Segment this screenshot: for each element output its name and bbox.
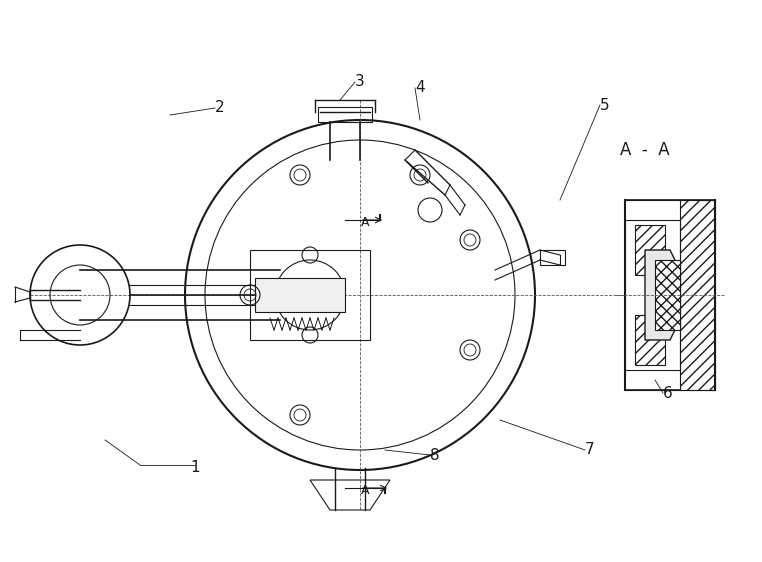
Text: 3: 3 [355, 75, 365, 89]
Text: 2: 2 [215, 101, 225, 116]
Bar [250, 250, 370, 340]
Text: A: A [360, 215, 370, 229]
Bar [635, 225, 665, 275]
Bar [255, 278, 345, 312]
Polygon shape [625, 200, 715, 390]
Bar [625, 220, 680, 370]
Bar [635, 315, 665, 365]
Text: 7: 7 [585, 442, 595, 457]
Text: 4: 4 [415, 80, 424, 96]
Text: 8: 8 [431, 447, 440, 463]
Text: 1: 1 [190, 460, 200, 475]
Text: 5: 5 [600, 97, 610, 112]
Bar [540, 250, 565, 265]
Polygon shape [645, 250, 680, 340]
Bar [680, 200, 715, 390]
Text: A  -  A: A - A [620, 141, 670, 159]
Text: A: A [360, 483, 370, 496]
Bar [318, 107, 372, 122]
Text: 6: 6 [663, 386, 673, 401]
Bar [655, 260, 680, 330]
